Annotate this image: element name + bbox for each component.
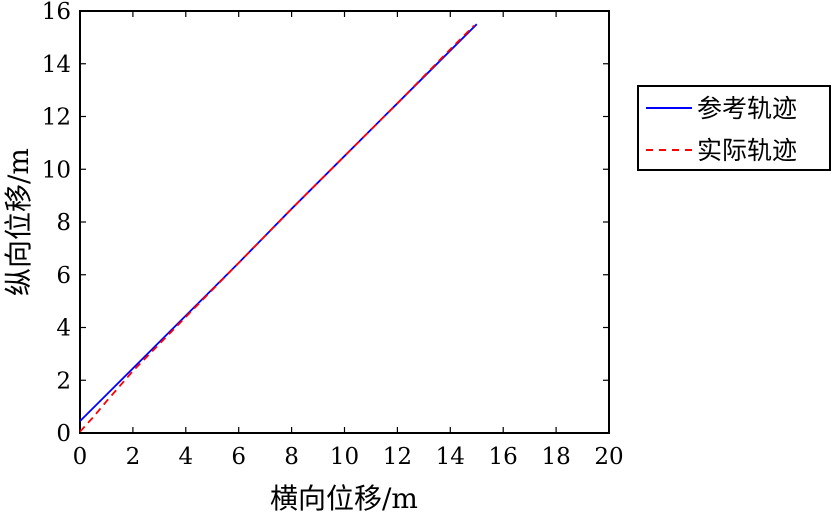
y-tick-label: 8: [56, 210, 71, 236]
y-tick-label: 10: [42, 157, 71, 183]
x-tick-label: 8: [284, 444, 299, 470]
x-tick-label: 16: [489, 444, 518, 470]
x-tick-label: 0: [73, 444, 88, 470]
x-tick-label: 18: [541, 444, 570, 470]
y-tick-label: 4: [56, 316, 71, 342]
x-axis-title: 横向位移/m: [270, 482, 418, 515]
legend: 参考轨迹 实际轨迹: [637, 85, 831, 171]
y-tick-label: 0: [56, 421, 71, 447]
x-tick-label: 20: [594, 444, 623, 470]
axis-tick-labels: 0 2 4 6 8 10 12 14 16 18 20 0 2 4 6 8 10 12 14 16: [42, 0, 624, 470]
y-axis-title: 纵向位移/m: [2, 148, 35, 296]
x-tick-label: 12: [383, 444, 412, 470]
y-tick-label: 16: [42, 0, 71, 25]
y-tick-label: 12: [42, 105, 71, 131]
plot-area: [79, 10, 610, 434]
x-tick-label: 10: [330, 444, 359, 470]
x-tick-label: 4: [178, 444, 193, 470]
legend-label-reference: 参考轨迹: [697, 94, 797, 123]
legend-box: [637, 85, 831, 171]
axis-ticks: [79, 10, 610, 434]
y-tick-label: 6: [56, 263, 71, 289]
x-tick-label: 6: [231, 444, 246, 470]
y-tick-label: 2: [56, 368, 71, 394]
x-tick-label: 2: [126, 444, 141, 470]
x-tick-label: 14: [436, 444, 465, 470]
legend-label-actual: 实际轨迹: [697, 136, 797, 165]
y-tick-label: 14: [42, 52, 71, 78]
series-line-actual: [79, 24, 475, 433]
series-lines: [79, 23, 478, 433]
